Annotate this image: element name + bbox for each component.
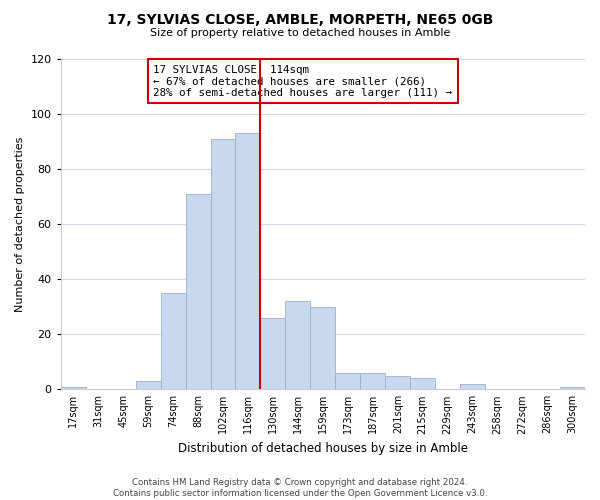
Bar xyxy=(136,381,161,390)
Bar xyxy=(361,373,385,390)
Bar xyxy=(235,134,260,390)
Bar xyxy=(385,376,410,390)
Y-axis label: Number of detached properties: Number of detached properties xyxy=(15,136,25,312)
Text: Size of property relative to detached houses in Amble: Size of property relative to detached ho… xyxy=(150,28,450,38)
Bar xyxy=(286,301,310,390)
X-axis label: Distribution of detached houses by size in Amble: Distribution of detached houses by size … xyxy=(178,442,468,455)
Bar xyxy=(260,318,286,390)
Bar xyxy=(335,373,361,390)
Text: Contains HM Land Registry data © Crown copyright and database right 2024.
Contai: Contains HM Land Registry data © Crown c… xyxy=(113,478,487,498)
Bar xyxy=(185,194,211,390)
Text: 17 SYLVIAS CLOSE: 114sqm
← 67% of detached houses are smaller (266)
28% of semi-: 17 SYLVIAS CLOSE: 114sqm ← 67% of detach… xyxy=(153,64,452,98)
Bar xyxy=(211,139,235,390)
Bar xyxy=(61,386,86,390)
Bar xyxy=(161,293,185,390)
Text: 17, SYLVIAS CLOSE, AMBLE, MORPETH, NE65 0GB: 17, SYLVIAS CLOSE, AMBLE, MORPETH, NE65 … xyxy=(107,12,493,26)
Bar xyxy=(560,386,585,390)
Bar xyxy=(310,306,335,390)
Bar xyxy=(460,384,485,390)
Bar xyxy=(410,378,435,390)
